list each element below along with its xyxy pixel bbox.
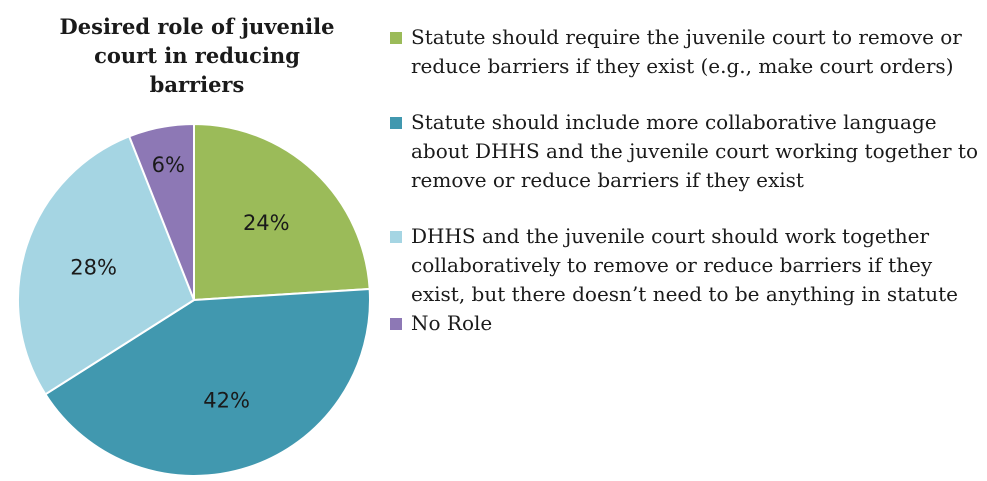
slice-data-label: 28%	[70, 255, 117, 279]
slice-data-label: 6%	[152, 153, 185, 177]
chart-legend: Statute should require the juvenile cour…	[390, 23, 980, 338]
legend-item-require-court: Statute should require the juvenile cour…	[390, 23, 980, 81]
legend-swatch	[390, 231, 402, 243]
legend-label: DHHS and the juvenile court should work …	[411, 224, 958, 306]
pie-slice	[193, 122, 371, 302]
legend-swatch	[390, 117, 402, 129]
legend-item-collaborative-language: Statute should include more collaborativ…	[390, 108, 980, 195]
pie-slice	[127, 122, 195, 301]
legend-swatch	[390, 32, 402, 44]
legend-item-work-together: DHHS and the juvenile court should work …	[390, 222, 980, 309]
legend-label: Statute should require the juvenile cour…	[411, 25, 962, 78]
slice-data-label: 42%	[203, 388, 250, 412]
pie-slice	[17, 135, 196, 396]
legend-label: No Role	[411, 311, 493, 335]
legend-label: Statute should include more collaborativ…	[411, 110, 979, 192]
chart-title: Desired role of juvenile court in reduci…	[59, 14, 335, 97]
legend-item-no-role: No Role	[390, 309, 980, 338]
legend-swatch	[390, 318, 402, 330]
pie-slice	[44, 287, 371, 477]
slice-data-label: 24%	[243, 211, 290, 235]
